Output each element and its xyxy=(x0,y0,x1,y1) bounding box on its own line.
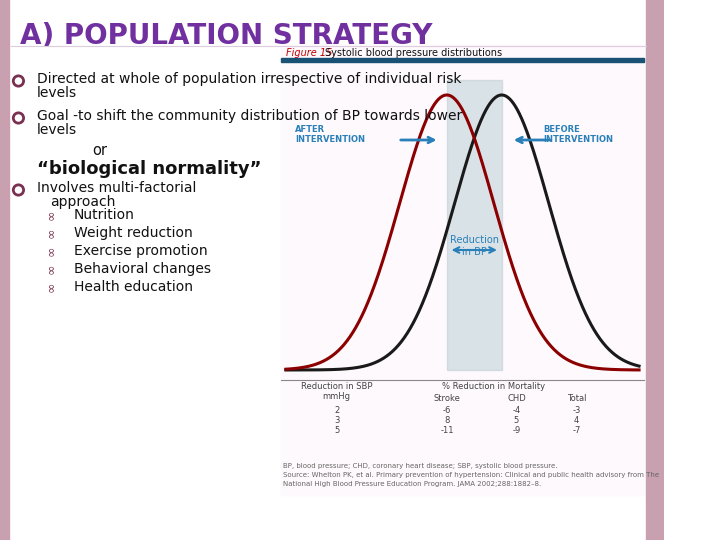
Text: ∞: ∞ xyxy=(44,210,57,220)
Text: levels: levels xyxy=(37,86,77,100)
Bar xyxy=(0,0,9,540)
Bar xyxy=(282,45,644,495)
Text: Figure 15.: Figure 15. xyxy=(286,48,336,58)
Text: BP, blood pressure; CHD, coronary heart disease; SBP, systolic blood pressure.: BP, blood pressure; CHD, coronary heart … xyxy=(283,463,557,469)
Text: % Reduction in Mortality: % Reduction in Mortality xyxy=(442,382,545,391)
Point xyxy=(13,186,24,194)
Text: levels: levels xyxy=(37,123,77,137)
Text: ∞: ∞ xyxy=(44,246,57,256)
Text: Nutrition: Nutrition xyxy=(73,208,135,222)
Text: Goal -to shift the community distribution of BP towards lower: Goal -to shift the community distributio… xyxy=(37,109,462,123)
Text: ∞: ∞ xyxy=(44,228,57,238)
Text: ∞: ∞ xyxy=(44,282,57,292)
Bar xyxy=(646,0,664,540)
Text: or: or xyxy=(92,143,107,158)
Bar xyxy=(282,58,644,62)
Text: Systolic blood pressure distributions: Systolic blood pressure distributions xyxy=(325,48,502,58)
Text: ∞: ∞ xyxy=(44,264,57,274)
Point xyxy=(13,114,24,123)
Text: Total: Total xyxy=(567,394,586,403)
Text: 2: 2 xyxy=(334,406,339,415)
Text: Source: Whelton PK, et al. Primary prevention of hypertension: Clinical and publ: Source: Whelton PK, et al. Primary preve… xyxy=(283,472,660,478)
Text: -11: -11 xyxy=(441,426,454,435)
Text: CHD: CHD xyxy=(507,394,526,403)
Text: BEFORE
INTERVENTION: BEFORE INTERVENTION xyxy=(543,125,613,144)
Text: -7: -7 xyxy=(572,426,580,435)
Text: Weight reduction: Weight reduction xyxy=(73,226,192,240)
Text: -4: -4 xyxy=(513,406,521,415)
Bar xyxy=(447,80,502,370)
Point xyxy=(13,77,24,85)
Text: Health education: Health education xyxy=(73,280,193,294)
Text: Stroke: Stroke xyxy=(434,394,461,403)
Text: Reduction in SBP
mmHg: Reduction in SBP mmHg xyxy=(301,382,372,401)
Text: -6: -6 xyxy=(443,406,451,415)
Text: -9: -9 xyxy=(513,426,521,435)
Text: AFTER
INTERVENTION: AFTER INTERVENTION xyxy=(295,125,365,144)
Text: 5: 5 xyxy=(514,416,519,425)
Text: Behavioral changes: Behavioral changes xyxy=(73,262,211,276)
Text: A) POPULATION STRATEGY: A) POPULATION STRATEGY xyxy=(20,22,433,50)
Text: Directed at whole of population irrespective of individual risk: Directed at whole of population irrespec… xyxy=(37,72,462,86)
Text: 4: 4 xyxy=(574,416,579,425)
Text: 3: 3 xyxy=(334,416,339,425)
Text: -3: -3 xyxy=(572,406,580,415)
Text: “biological normality”: “biological normality” xyxy=(37,160,261,178)
Text: Exercise promotion: Exercise promotion xyxy=(73,244,207,258)
Text: 5: 5 xyxy=(334,426,339,435)
Text: Involves multi-factorial: Involves multi-factorial xyxy=(37,181,197,195)
Text: 8: 8 xyxy=(444,416,450,425)
Text: Reduction
in BP: Reduction in BP xyxy=(450,235,499,256)
Text: approach: approach xyxy=(50,195,115,209)
Text: National High Blood Pressure Education Program. JAMA 2002;288:1882–8.: National High Blood Pressure Education P… xyxy=(283,481,541,487)
